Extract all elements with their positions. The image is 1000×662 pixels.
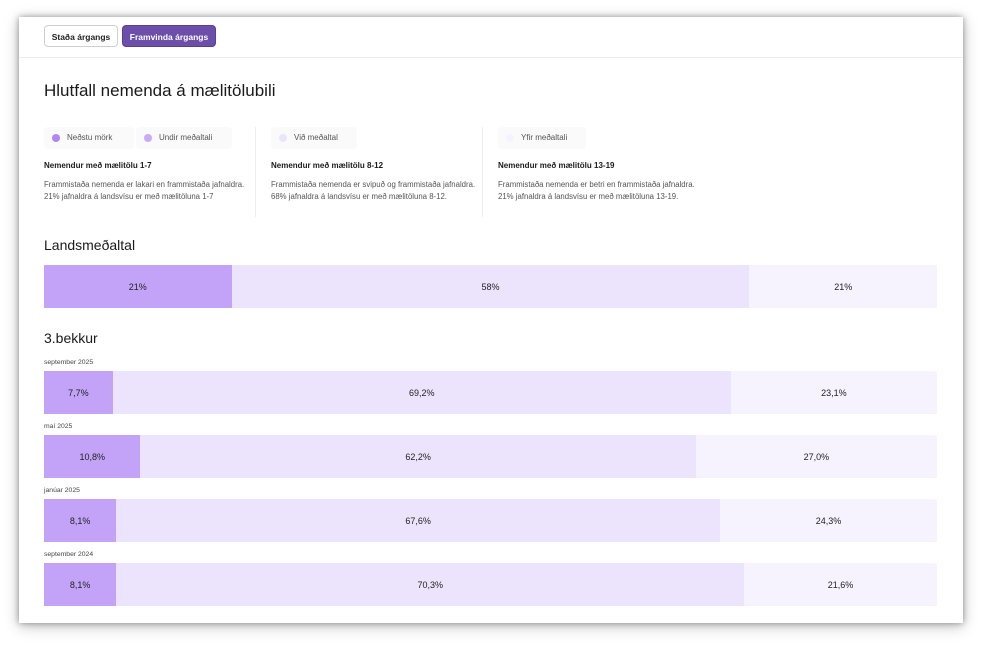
bar-segment-high: 21% [749,265,937,308]
segment-label: 7,7% [68,387,89,398]
tab-stada-argangs[interactable]: Staða árgangs [44,25,118,47]
bar-segment-low: 10,8% [44,435,141,478]
legend-chip-label: Undir meðaltali [159,133,213,142]
bar-segment-mid: 70,3% [116,563,745,606]
dot-high-icon [506,134,514,142]
legend-chip-label: Við meðaltal [294,133,338,142]
national-average-title: Landsmeðaltal [44,237,136,253]
segment-label: 10,8% [79,451,105,462]
segment-label: 27,0% [803,451,830,462]
row-date: janúar 2025 [44,487,80,494]
bar-segment-mid: 67,6% [116,499,720,542]
dot-low-icon [52,134,60,142]
legend-description: Frammistaða nemenda er betri en frammist… [498,180,695,201]
grade-bar-row: 10,8% 62,2% 27,0% [44,435,937,478]
bar-segment-low: 8,1% [44,563,117,606]
page-title: Hlutfall nemenda á mælitölubili [44,81,276,100]
legend-chip-undir-medaltali: Undir meðaltali [136,127,232,149]
segment-label: 69,2% [408,387,435,398]
bar-segment-high: 24,3% [719,499,937,542]
tab-framvinda-argangs[interactable]: Framvinda árgangs [122,25,216,47]
legend-chip-label: Neðstu mörk [67,133,113,142]
bar-segment-high: 21,6% [744,563,937,606]
row-date: maí 2025 [44,423,73,430]
legend-heading: Nemendur með mælitölu 8-12 [271,161,384,170]
segment-label: 21,6% [827,579,854,590]
legend-chip-label: Yfir meðaltali [521,133,568,142]
bar-segment-mid: 62,2% [140,435,696,478]
grade-bar-row: 8,1% 70,3% 21,6% [44,563,937,606]
bar-segment-high: 23,1% [730,371,937,414]
segment-label: 23,1% [821,387,847,398]
segment-label: 24,3% [815,515,842,526]
national-average-bar: 21% 58% 21% [44,265,937,308]
segment-label: 62,2% [405,451,431,462]
legend-group-high: Yfir meðaltali Nemendur með mælitölu 13-… [498,127,710,217]
legend-heading: Nemendur með mælitölu 1-7 [44,161,152,170]
segment-label: 8,1% [69,515,91,526]
dot-mid-icon [279,134,287,142]
legend-group-low: Neðstu mörk Undir meðaltali Nemendur með… [44,127,256,217]
grade-bar-row: 7,7% 69,2% 23,1% [44,371,937,414]
grade-title: 3.bekkur [44,330,98,346]
legend-chip-nedstu-mork: Neðstu mörk [44,127,134,149]
segment-label: 70,3% [417,579,443,590]
grade-bar-row: 8,1% 67,6% 24,3% [44,499,937,542]
segment-label: 67,6% [405,515,431,526]
bar-segment-mid: 58% [231,265,750,308]
legend-description: Frammistaða nemenda er svipuð og frammis… [271,180,476,201]
legend-heading: Nemendur með mælitölu 13-19 [498,161,615,170]
legend-chip-vid-medaltal: Við meðaltal [271,127,357,149]
segment-label: 58% [481,281,500,292]
legend-chip-yfir-medaltali: Yfir meðaltali [498,127,586,149]
bar-segment-low: 7,7% [44,371,113,414]
bar-segment-low: 8,1% [44,499,117,542]
bar-segment-mid: 69,2% [112,371,731,414]
tab-bar: Staða árgangs Framvinda árgangs [19,17,963,58]
bar-segment-high: 27,0% [695,435,937,478]
row-date: september 2024 [44,551,94,558]
app-window: Staða árgangs Framvinda árgangs Hlutfall… [19,17,963,623]
segment-label: 21% [128,281,147,292]
segment-label: 21% [834,281,853,292]
legend-group-mid: Við meðaltal Nemendur með mælitölu 8-12 … [271,127,483,217]
bar-segment-low: 21% [44,265,232,308]
legend-description: Frammistaða nemenda er lakari en frammis… [44,180,245,201]
row-date: september 2025 [44,359,94,366]
dot-under-icon [144,134,152,142]
segment-label: 8,1% [69,579,91,590]
